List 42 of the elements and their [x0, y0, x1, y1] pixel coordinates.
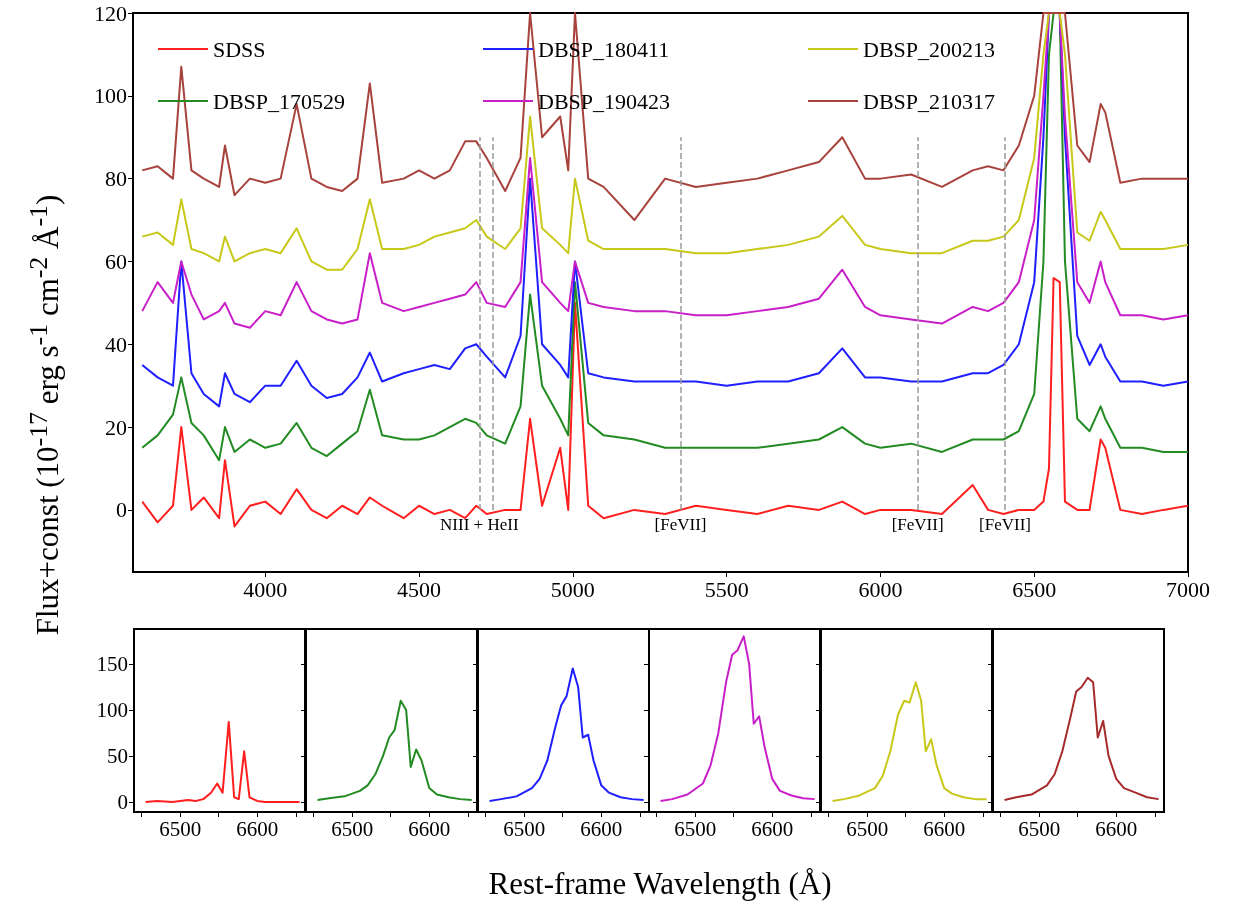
- y-tick-label: 100: [94, 83, 127, 109]
- y-tick-label: 0: [117, 789, 128, 814]
- y-tick-label: 20: [105, 414, 127, 440]
- x-tick-label: 6500: [502, 816, 545, 841]
- x-tick-label: 6600: [408, 816, 451, 841]
- x-tick-label: 6500: [846, 816, 889, 841]
- x-tick-label: 5000: [550, 576, 595, 602]
- x-tick-label: 6600: [923, 816, 966, 841]
- legend-label: DBSP_200213: [863, 36, 996, 62]
- x-tick-label: 7000: [1166, 576, 1210, 602]
- ref-line-label: [FeVII]: [979, 514, 1031, 534]
- y-tick-label: 50: [107, 743, 128, 768]
- y-tick-label: 40: [105, 331, 127, 357]
- legend-label: DBSP_170529: [213, 88, 346, 114]
- y-tick-label: 0: [116, 497, 127, 523]
- x-tick-label: 5500: [704, 576, 749, 602]
- x-tick-label: 6500: [331, 816, 374, 841]
- x-axis-title: Rest-frame Wavelength (Å): [488, 866, 832, 902]
- y-tick-label: 60: [105, 248, 127, 274]
- line-series: [144, 720, 301, 803]
- x-tick-label: 6500: [1012, 576, 1057, 602]
- x-tick-label: 6600: [236, 816, 279, 841]
- x-tick-label: 6500: [674, 816, 717, 841]
- x-tick-label: 6000: [858, 576, 903, 602]
- y-tick-label: 120: [94, 0, 127, 26]
- legend-label: DBSP_210317: [863, 88, 996, 114]
- ref-line-label: [FeVII]: [654, 514, 707, 534]
- x-tick-label: 6600: [751, 816, 794, 841]
- line-series: [141, 12, 1189, 222]
- y-tick-label: 80: [105, 166, 127, 192]
- x-tick-label: 6500: [1018, 816, 1061, 841]
- legend-label: SDSS: [213, 36, 266, 62]
- ref-line-label: [FeVII]: [891, 514, 944, 534]
- line-series: [141, 12, 1189, 271]
- x-tick-label: 6500: [159, 816, 202, 841]
- x-tick-label: 4000: [243, 576, 288, 602]
- y-tick-label: 100: [96, 697, 128, 722]
- x-tick-label: 6600: [1095, 816, 1138, 841]
- y-tick-label: 150: [96, 651, 128, 676]
- x-tick-label: 4500: [397, 576, 442, 602]
- ref-line-label: NIII + HeII: [440, 514, 519, 534]
- x-tick-label: 6600: [579, 816, 622, 841]
